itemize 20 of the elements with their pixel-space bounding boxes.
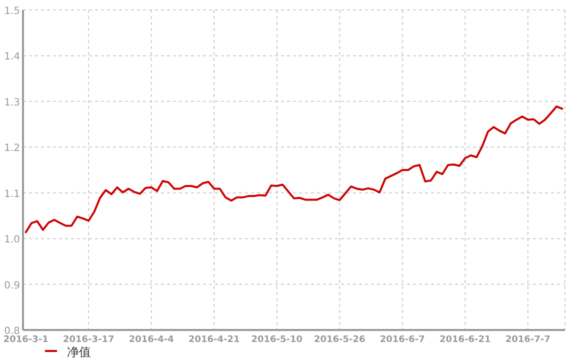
line-series (24, 105, 564, 234)
x-tick-label: 2016-6-7 (380, 335, 425, 345)
y-tick-label: 1.1 (4, 188, 20, 200)
x-tick-label: 2016-5-10 (251, 335, 303, 345)
x-tick-label: 2016-6-21 (440, 335, 491, 345)
x-tick-label: 2016-5-26 (314, 335, 366, 345)
y-tick-label: 0.9 (4, 280, 20, 292)
y-tick-label: 1.5 (4, 6, 20, 17)
legend-label: 净值 (67, 345, 91, 358)
y-tick-label: 0.8 (4, 326, 20, 337)
y-tick-label: 1.2 (4, 143, 20, 154)
x-tick-label: 2016-3-1 (3, 335, 48, 345)
y-tick-label: 1.4 (4, 52, 20, 63)
y-tick-label: 1.0 (4, 234, 20, 246)
legend-item: 净值 (45, 345, 91, 358)
y-tick-label: 1.3 (4, 97, 20, 108)
x-tick-label: 2016-7-7 (505, 335, 550, 345)
x-tick-label: 2016-3-17 (62, 335, 114, 345)
x-tick-label: 2016-4-4 (128, 335, 174, 345)
x-tick-label: 2016-4-21 (188, 335, 240, 345)
